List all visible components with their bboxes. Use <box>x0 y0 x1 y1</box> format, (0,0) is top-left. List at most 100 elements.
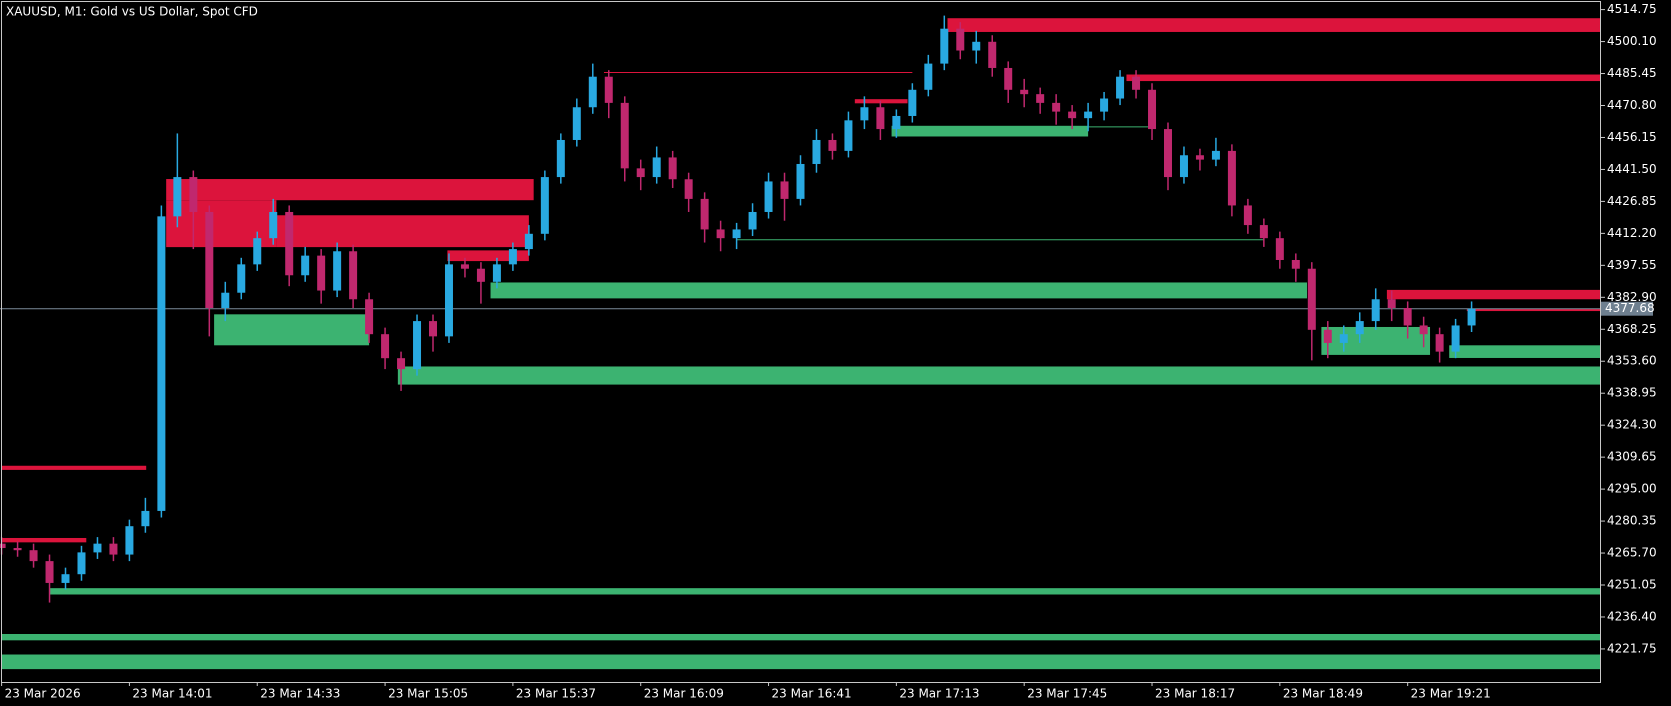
candle-body <box>1132 76 1141 90</box>
candle-body <box>876 107 885 130</box>
candle-body <box>1435 334 1444 352</box>
candle-body <box>285 211 294 276</box>
y-tick-label: 4353.60 <box>1607 354 1657 368</box>
x-tick-label: 23 Mar 19:21 <box>1411 687 1491 701</box>
plot-area <box>0 15 1602 670</box>
y-tick-label: 4251.05 <box>1607 578 1657 592</box>
candle-body <box>700 198 709 230</box>
candle-body <box>1084 111 1093 119</box>
x-tick-label: 23 Mar 16:41 <box>772 687 852 701</box>
candle-body <box>748 211 757 230</box>
candle-body <box>429 321 437 337</box>
x-tick-label: 23 Mar 15:37 <box>516 687 596 701</box>
candle-body <box>0 543 6 549</box>
y-tick-label: 4485.45 <box>1607 66 1657 80</box>
zone <box>1321 326 1431 355</box>
candle-body <box>636 168 645 178</box>
last-price-label: 4377.68 <box>1605 301 1655 315</box>
candle-body <box>1068 111 1077 119</box>
candle-body <box>476 268 485 282</box>
candle-body <box>1100 98 1109 112</box>
candle-body <box>492 264 501 282</box>
candle-body <box>828 139 837 151</box>
zone <box>854 99 908 104</box>
candle-body <box>1052 102 1061 112</box>
candle-body <box>317 255 326 291</box>
candle-body <box>508 249 517 265</box>
zone <box>447 250 529 262</box>
zone <box>947 18 1601 32</box>
candle-body <box>1467 308 1476 326</box>
candle-body <box>652 157 661 178</box>
candle-body <box>604 76 613 103</box>
candle-body <box>1323 329 1332 343</box>
candle-body <box>413 321 422 370</box>
candle-body <box>988 41 997 68</box>
candle-body <box>125 526 134 555</box>
candle-body <box>1243 205 1252 226</box>
candle-body <box>221 292 230 308</box>
x-tick-label: 23 Mar 17:13 <box>899 687 979 701</box>
candle-body <box>13 548 22 551</box>
y-tick-label: 4426.85 <box>1607 194 1657 208</box>
candle-body <box>237 264 246 293</box>
zone <box>166 179 534 201</box>
candle-body <box>892 115 901 130</box>
candle-body <box>1036 94 1045 103</box>
candle-body <box>1195 155 1204 160</box>
x-tick-label: 23 Mar 17:45 <box>1027 687 1107 701</box>
candle-body <box>381 334 390 359</box>
zone <box>397 366 1602 385</box>
y-tick-label: 4309.65 <box>1607 450 1657 464</box>
y-tick-label: 4500.10 <box>1607 34 1657 48</box>
x-tick-label: 23 Mar 14:01 <box>132 687 212 701</box>
y-tick-label: 4412.20 <box>1607 226 1657 240</box>
candle-body <box>956 28 965 51</box>
candle-body <box>684 179 693 199</box>
y-tick-label: 4456.15 <box>1607 130 1657 144</box>
candle-body <box>77 552 86 575</box>
candle-body <box>1307 268 1316 330</box>
zone <box>490 282 1308 299</box>
x-tick-label: 23 Mar 15:05 <box>388 687 468 701</box>
candle-body <box>189 177 198 212</box>
candle-body <box>253 238 262 265</box>
zone <box>1 537 87 543</box>
y-tick-label: 4324.30 <box>1607 418 1657 432</box>
zone <box>1126 74 1601 82</box>
candle-body <box>844 120 853 151</box>
candle-body <box>1164 129 1172 178</box>
candle-body <box>109 543 118 555</box>
candle-body <box>141 510 150 527</box>
candle-body <box>93 543 102 553</box>
zone <box>1 633 1602 641</box>
candle-body <box>924 63 933 90</box>
candle-body <box>1020 89 1029 95</box>
y-tick-label: 4338.95 <box>1607 386 1657 400</box>
candle-body <box>349 251 358 300</box>
zone <box>891 125 1089 137</box>
candle-body <box>908 89 917 116</box>
candle-body <box>764 181 773 212</box>
y-tick-label: 4295.00 <box>1607 482 1657 496</box>
y-tick-label: 4236.40 <box>1607 609 1657 623</box>
candle-body <box>397 358 406 370</box>
candle-body <box>588 76 597 108</box>
candle-body <box>1419 325 1428 335</box>
y-tick-label: 4265.70 <box>1607 546 1657 560</box>
zone <box>1 654 1602 670</box>
candle-body <box>1259 225 1268 239</box>
candle-body <box>460 264 469 269</box>
zone <box>1386 289 1601 300</box>
candle-body <box>1387 299 1396 308</box>
y-tick-label: 4221.75 <box>1607 641 1657 655</box>
candle-body <box>940 28 949 64</box>
y-tick-label: 4280.35 <box>1607 514 1657 528</box>
candle-body <box>716 229 725 239</box>
zone <box>1449 345 1601 358</box>
candle-body <box>556 139 565 178</box>
candle-body <box>444 264 453 337</box>
y-tick-label: 4368.25 <box>1607 322 1657 336</box>
x-tick-label: 23 Mar 18:17 <box>1155 687 1235 701</box>
